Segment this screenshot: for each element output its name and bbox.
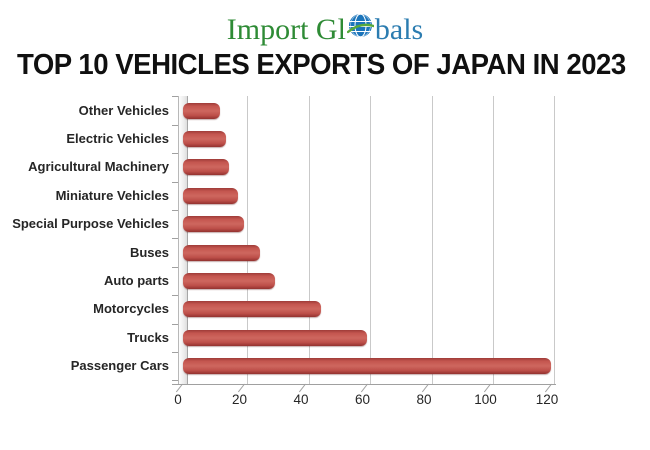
category-label-special-purpose-vehicles: Special Purpose Vehicles [12,216,169,232]
logo-text-import-gl: Import Gl [226,13,346,47]
y-axis-tick [172,380,178,382]
bar-special-purpose-vehicles [183,216,245,233]
category-label-motorcycles: Motorcycles [93,301,169,317]
category-label-auto-parts: Auto parts [104,272,169,288]
bar-miniature-vehicles [183,187,239,204]
y-axis-tick [172,96,178,98]
bar-passenger-cars [183,358,552,375]
logo: Import Gl bals [0,8,650,50]
x-tick-label-40: 40 [293,392,309,407]
category-label-buses: Buses [129,244,169,260]
x-axis-line [172,384,556,385]
category-label-trucks: Trucks [127,329,169,345]
category-label-agricultural-machinery: Agricultural Machinery [28,159,169,175]
y-axis-tick [172,238,178,240]
category-label-electric-vehicles: Electric Vehicles [66,130,169,146]
gridline-60 [370,96,372,384]
y-axis-tick [172,295,178,297]
y-axis-tick [172,153,178,155]
bar-other-vehicles [183,102,220,119]
x-tick-label-0: 0 [174,392,182,407]
gridline-100 [493,96,494,384]
category-label-miniature-vehicles: Miniature Vehicles [55,187,169,203]
y-axis-wall [178,96,188,384]
y-axis-tick [172,266,178,268]
x-tick-label-80: 80 [416,392,432,407]
bar-auto-parts [183,272,276,289]
y-axis-tick [172,323,178,325]
gridline-120 [554,96,556,384]
x-tick-label-20: 20 [231,392,248,407]
bar-agricultural-machinery [183,159,230,176]
chart-title: TOP 10 VEHICLES EXPORTS OF JAPAN IN 2023 [17,49,626,81]
category-label-passenger-cars: Passenger Cars [70,358,169,374]
x-tick-label-120: 120 [535,392,559,407]
gridline-20 [247,96,249,384]
bar-trucks [183,329,368,346]
gridline-40 [308,96,310,384]
category-label-other-vehicles: Other Vehicles [78,102,169,118]
y-axis-tick [172,209,178,211]
y-axis-tick [172,351,178,353]
bar-electric-vehicles [183,130,226,147]
bar-motorcycles [183,301,322,318]
x-tick-label-100: 100 [474,392,497,407]
globe-icon [346,10,375,38]
bar-buses [183,244,260,261]
gridline-80 [431,96,433,384]
y-axis-tick [172,181,178,183]
y-axis-tick [172,124,178,126]
x-tick-label-60: 60 [354,392,371,407]
logo-text-bals: bals [374,13,424,47]
